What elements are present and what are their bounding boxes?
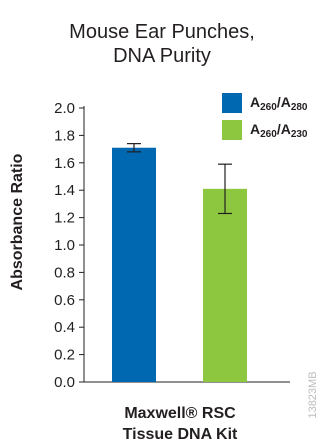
x-category-label-line-2: Tissue DNA Kit xyxy=(122,426,238,443)
y-tick-label-7: 1.4 xyxy=(54,182,75,199)
y-tick-label-1: 0.2 xyxy=(54,347,75,364)
y-tick-label-9: 1.8 xyxy=(54,127,75,144)
y-tick-label-3: 0.6 xyxy=(54,292,75,309)
bar-a260-a280 xyxy=(112,147,156,382)
legend-item-a260-a230: A260/A230 xyxy=(222,119,308,141)
x-category-label-line-1: Maxwell® RSC xyxy=(124,405,236,422)
chart-title-line-1: Mouse Ear Punches, xyxy=(69,21,255,43)
legend-swatch-a260-a230 xyxy=(222,120,242,140)
legend-swatch-a260-a280 xyxy=(222,93,242,113)
figure-code-watermark: 13823MB xyxy=(307,371,319,419)
bar-a260-a230 xyxy=(203,188,247,382)
legend-label-a260-a230: A260/A230 xyxy=(250,120,308,140)
y-tick-label-0: 0.0 xyxy=(54,374,75,391)
chart-title-line-2: DNA Purity xyxy=(113,45,211,67)
legend-label-a260-a280: A260/A280 xyxy=(250,93,308,113)
y-tick-label-4: 0.8 xyxy=(54,264,75,281)
y-tick-label-5: 1.0 xyxy=(54,237,75,254)
legend-item-a260-a280: A260/A280 xyxy=(222,92,308,114)
y-tick-label-8: 1.6 xyxy=(54,155,75,172)
y-tick-label-2: 0.4 xyxy=(54,319,75,336)
y-tick-label-6: 1.2 xyxy=(54,210,75,227)
y-tick-label-10: 2.0 xyxy=(54,100,75,117)
y-axis-label: Absorbance Ratio xyxy=(9,153,26,291)
